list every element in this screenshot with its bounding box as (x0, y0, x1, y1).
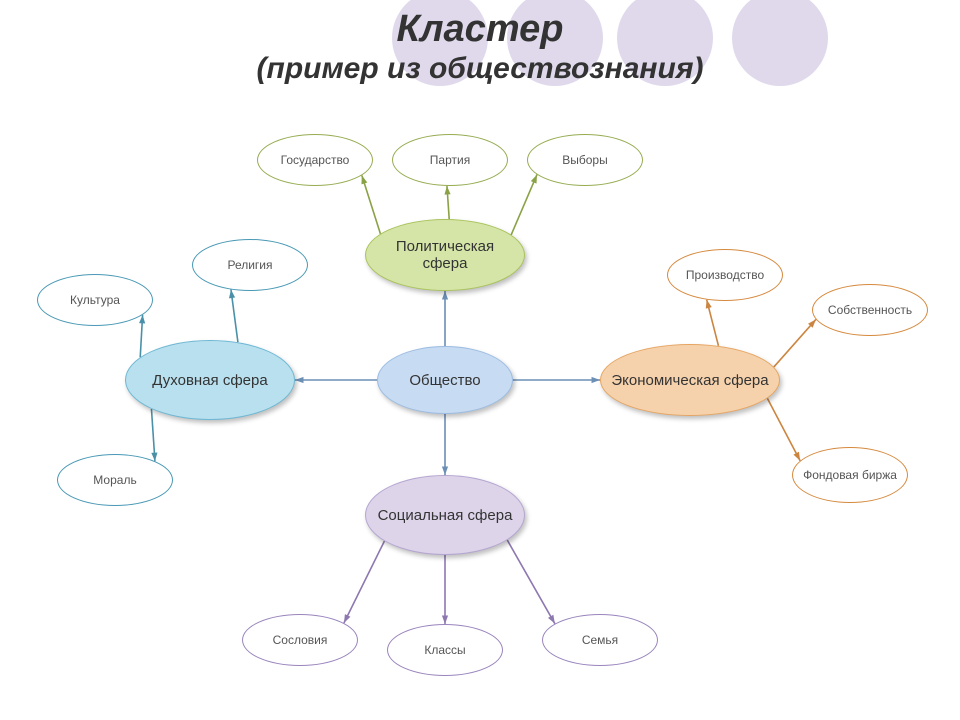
node-party: Партия (392, 134, 508, 186)
edge (774, 319, 816, 367)
edge (447, 186, 449, 219)
node-label: Государство (281, 153, 350, 167)
arrowhead-icon (808, 319, 816, 327)
arrowhead-icon (361, 175, 367, 184)
node-label: Экономическая сфера (611, 372, 768, 389)
diagram-title: Кластер (пример из обществознания) (0, 8, 960, 86)
edge (511, 175, 537, 235)
node-class: Классы (387, 624, 503, 676)
arrowhead-icon (793, 452, 800, 461)
arrowhead-icon (442, 467, 448, 475)
node-stock: Фондовая биржа (792, 447, 908, 503)
arrowhead-icon (592, 377, 600, 383)
arrowhead-icon (442, 616, 448, 624)
node-polit: Политическая сфера (365, 219, 525, 291)
node-label: Социальная сфера (378, 507, 513, 524)
edge (507, 540, 555, 624)
node-culture: Культура (37, 274, 153, 326)
arrowhead-icon (229, 290, 235, 299)
node-vote: Выборы (527, 134, 643, 186)
node-spirit: Духовная сфера (125, 340, 295, 420)
arrowhead-icon (442, 291, 448, 299)
edge (362, 175, 381, 233)
node-label: Выборы (562, 153, 607, 167)
node-estate: Сословия (242, 614, 358, 666)
node-label: Производство (686, 268, 764, 282)
arrowhead-icon (548, 615, 555, 624)
node-econ: Экономическая сфера (600, 344, 780, 416)
edge (707, 300, 719, 346)
arrowhead-icon (444, 186, 450, 195)
node-prod: Производство (667, 249, 783, 301)
node-label: Культура (70, 293, 120, 307)
node-center: Общество (377, 346, 513, 414)
node-gos: Государство (257, 134, 373, 186)
node-label: Общество (409, 372, 480, 389)
node-label: Духовная сфера (152, 372, 267, 389)
edge (151, 409, 154, 461)
node-family: Семья (542, 614, 658, 666)
title-line1: Кластер (0, 8, 960, 52)
node-label: Религия (227, 258, 272, 272)
arrowhead-icon (344, 614, 351, 623)
arrowhead-icon (531, 175, 537, 184)
node-label: Сословия (273, 633, 328, 647)
node-label: Политическая сфера (372, 238, 518, 272)
node-label: Семья (582, 633, 618, 647)
edge (140, 315, 142, 357)
edge (231, 290, 238, 343)
edge (344, 541, 384, 623)
node-religion: Религия (192, 239, 308, 291)
node-label: Мораль (93, 473, 136, 487)
node-label: Фондовая биржа (803, 468, 897, 482)
arrowhead-icon (295, 377, 303, 383)
node-label: Собственность (828, 303, 912, 317)
node-moral: Мораль (57, 454, 173, 506)
arrowhead-icon (706, 300, 712, 309)
node-label: Партия (430, 153, 470, 167)
node-own: Собственность (812, 284, 928, 336)
edge (767, 398, 800, 460)
title-line2: (пример из обществознания) (0, 52, 960, 87)
node-social: Социальная сфера (365, 475, 525, 555)
node-label: Классы (424, 643, 465, 657)
diagram-stage: { "title": { "line1": "Кластер", "line2"… (0, 0, 960, 720)
